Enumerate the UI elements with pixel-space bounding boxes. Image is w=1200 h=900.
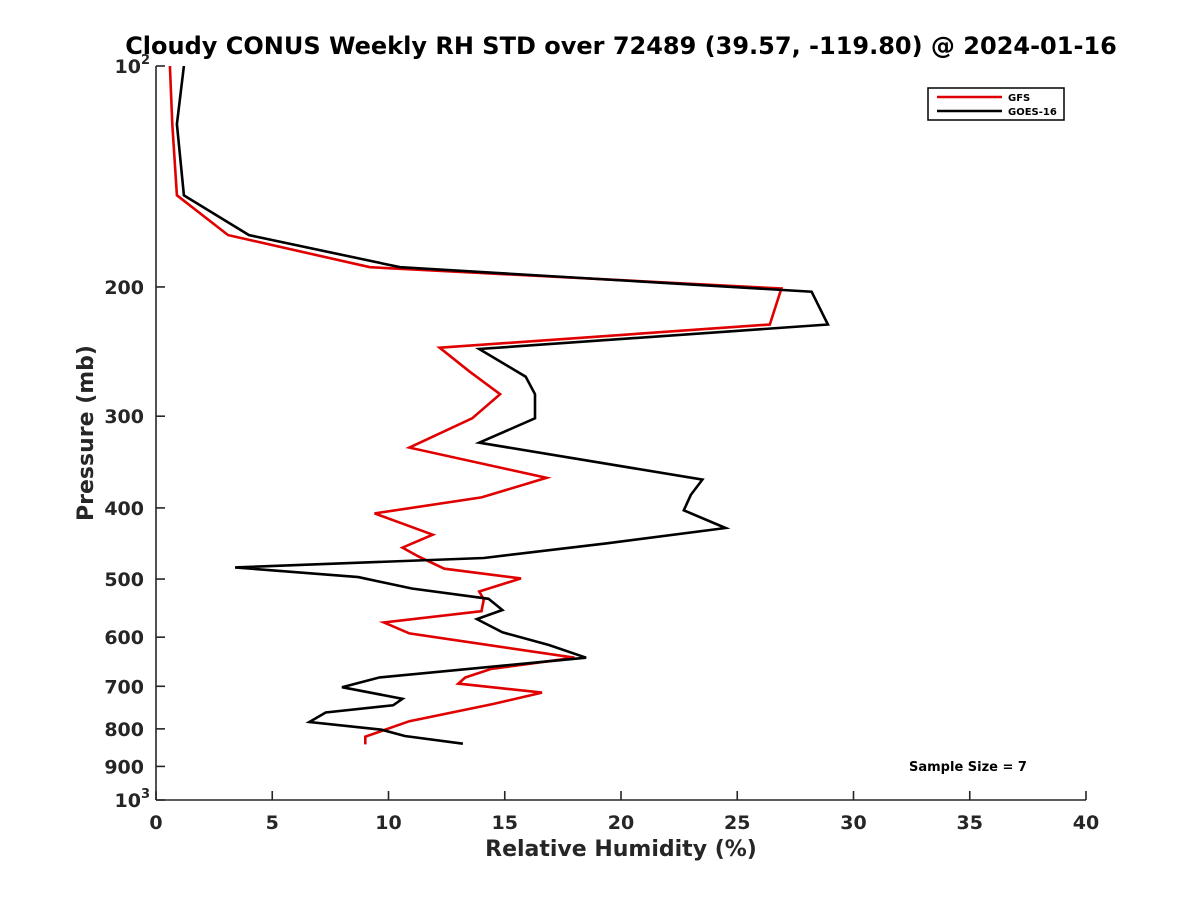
- y-tick-label: 600: [104, 627, 144, 649]
- legend-label-gfs: GFS: [1008, 93, 1030, 104]
- y-tick-label: 800: [104, 719, 144, 741]
- y-axis-ticks: 102 200 300 400 500 600 700 800 900 103: [104, 53, 165, 812]
- x-tick-label: 40: [1073, 812, 1099, 834]
- x-axis-label: Relative Humidity (%): [485, 837, 757, 862]
- x-tick-label: 15: [492, 812, 518, 834]
- y-tick-label: 200: [104, 277, 144, 299]
- y-axis-label: Pressure (mb): [74, 345, 99, 521]
- x-tick-label: 0: [149, 812, 162, 834]
- legend-box: [927, 87, 1065, 121]
- legend: GFS GOES-16: [927, 87, 1065, 121]
- plot-area: 0 5 10 15 20 25 30 35 40 102 200 300 400 500 600 700 80…: [104, 53, 1099, 834]
- y-tick-label: 900: [104, 756, 144, 778]
- y-tick-label: 103: [115, 787, 151, 812]
- plot-frame: [156, 66, 1086, 800]
- chart-title: Cloudy CONUS Weekly RH STD over 72489 (3…: [125, 32, 1117, 60]
- y-tick-label: 400: [104, 498, 144, 520]
- y-tick-label: 300: [104, 406, 144, 428]
- sample-size-annotation: Sample Size = 7: [909, 760, 1027, 775]
- series-line-goes-16: [175, 65, 830, 745]
- x-tick-label: 30: [840, 812, 866, 834]
- series-line-gfs: [168, 65, 784, 745]
- x-axis-ticks: 0 5 10 15 20 25 30 35 40: [149, 791, 1099, 834]
- y-tick-label: 700: [104, 676, 144, 698]
- x-tick-label: 25: [724, 812, 750, 834]
- legend-label-goes-16: GOES-16: [1008, 107, 1057, 118]
- x-tick-label: 20: [608, 812, 634, 834]
- x-tick-label: 5: [266, 812, 279, 834]
- x-tick-label: 10: [375, 812, 401, 834]
- y-tick-label: 500: [104, 569, 144, 591]
- series-group: [168, 65, 830, 745]
- y-tick-label: 102: [115, 53, 151, 78]
- x-tick-label: 35: [957, 812, 983, 834]
